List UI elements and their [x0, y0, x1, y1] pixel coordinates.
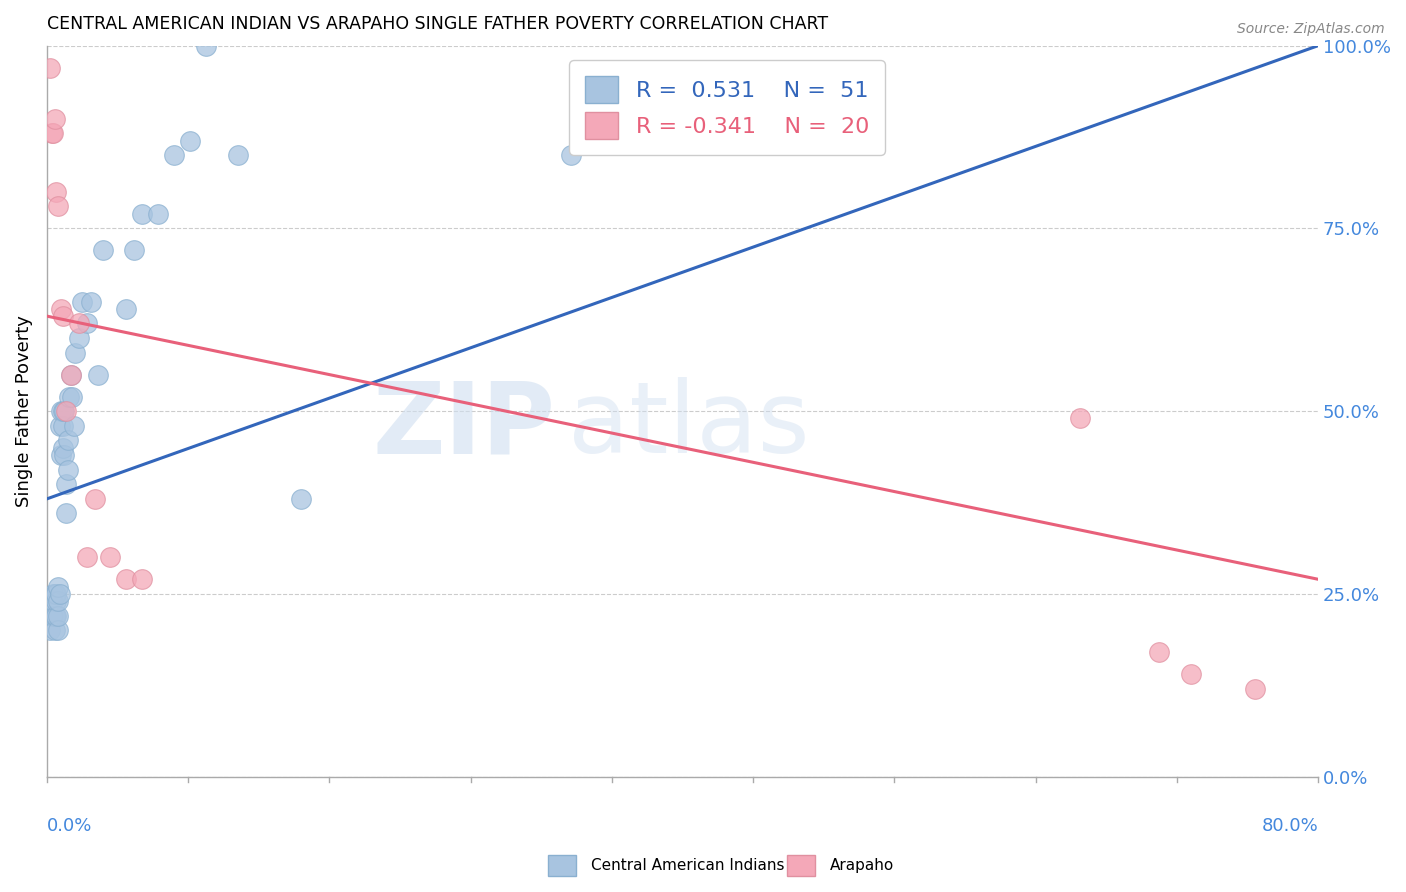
- Point: [39, 61, 62, 75]
- Point: [63, 418, 86, 433]
- Point: [45, 608, 67, 623]
- Point: [44, 608, 66, 623]
- Point: [58, 390, 80, 404]
- Legend: R =  0.531    N =  51, R = -0.341    N =  20: R = 0.531 N = 51, R = -0.341 N = 20: [569, 61, 884, 154]
- Point: [41, 594, 63, 608]
- Point: [1243, 681, 1265, 696]
- Point: [52, 404, 75, 418]
- Point: [52, 441, 75, 455]
- Point: [87, 368, 110, 382]
- FancyBboxPatch shape: [548, 855, 576, 876]
- Point: [56, 462, 79, 476]
- Point: [51, 448, 73, 462]
- Point: [179, 134, 201, 148]
- Y-axis label: Single Father Poverty: Single Father Poverty: [15, 315, 32, 507]
- Point: [718, 134, 741, 148]
- Point: [45, 587, 67, 601]
- Point: [39, 624, 62, 638]
- Point: [44, 587, 66, 601]
- Point: [560, 148, 582, 162]
- Point: [76, 317, 98, 331]
- Point: [163, 148, 186, 162]
- Point: [55, 477, 77, 491]
- Text: 80.0%: 80.0%: [1261, 817, 1319, 835]
- Point: [44, 112, 66, 126]
- Text: CENTRAL AMERICAN INDIAN VS ARAPAHO SINGLE FATHER POVERTY CORRELATION CHART: CENTRAL AMERICAN INDIAN VS ARAPAHO SINGL…: [46, 15, 828, 33]
- Point: [42, 127, 65, 141]
- Text: 0.0%: 0.0%: [46, 817, 93, 835]
- Point: [226, 148, 249, 162]
- Point: [80, 294, 103, 309]
- Text: ZIP: ZIP: [373, 377, 555, 475]
- Point: [51, 301, 73, 316]
- Point: [67, 317, 90, 331]
- Point: [53, 404, 76, 418]
- Point: [194, 38, 217, 53]
- Point: [46, 594, 69, 608]
- Text: Source: ZipAtlas.com: Source: ZipAtlas.com: [1237, 22, 1385, 37]
- Point: [55, 507, 77, 521]
- Point: [46, 624, 69, 638]
- Point: [42, 587, 65, 601]
- Point: [290, 491, 312, 506]
- Point: [115, 572, 138, 586]
- FancyBboxPatch shape: [787, 855, 815, 876]
- Point: [45, 185, 67, 199]
- Point: [56, 434, 79, 448]
- Point: [51, 404, 73, 418]
- Point: [45, 594, 67, 608]
- Point: [59, 368, 82, 382]
- Point: [1147, 645, 1170, 659]
- Text: atlas: atlas: [568, 377, 810, 475]
- Point: [146, 207, 169, 221]
- Point: [55, 404, 77, 418]
- Point: [76, 550, 98, 565]
- Point: [131, 207, 153, 221]
- Point: [41, 608, 63, 623]
- Point: [1180, 667, 1202, 681]
- Point: [70, 294, 93, 309]
- Point: [53, 448, 76, 462]
- Point: [100, 550, 122, 565]
- Point: [42, 594, 65, 608]
- Text: Arapaho: Arapaho: [830, 858, 894, 872]
- Point: [131, 572, 153, 586]
- Point: [46, 199, 69, 213]
- Point: [59, 368, 82, 382]
- Point: [83, 491, 105, 506]
- Point: [46, 580, 69, 594]
- Point: [115, 301, 138, 316]
- Point: [48, 418, 70, 433]
- Point: [91, 244, 114, 258]
- Point: [65, 345, 87, 359]
- Point: [67, 331, 90, 345]
- Point: [60, 390, 83, 404]
- Point: [44, 624, 66, 638]
- Point: [48, 587, 70, 601]
- Point: [41, 127, 63, 141]
- Point: [42, 608, 65, 623]
- Point: [46, 608, 69, 623]
- Text: Central American Indians: Central American Indians: [591, 858, 785, 872]
- Point: [124, 244, 146, 258]
- Point: [52, 418, 75, 433]
- Point: [1069, 411, 1091, 425]
- Point: [52, 309, 75, 323]
